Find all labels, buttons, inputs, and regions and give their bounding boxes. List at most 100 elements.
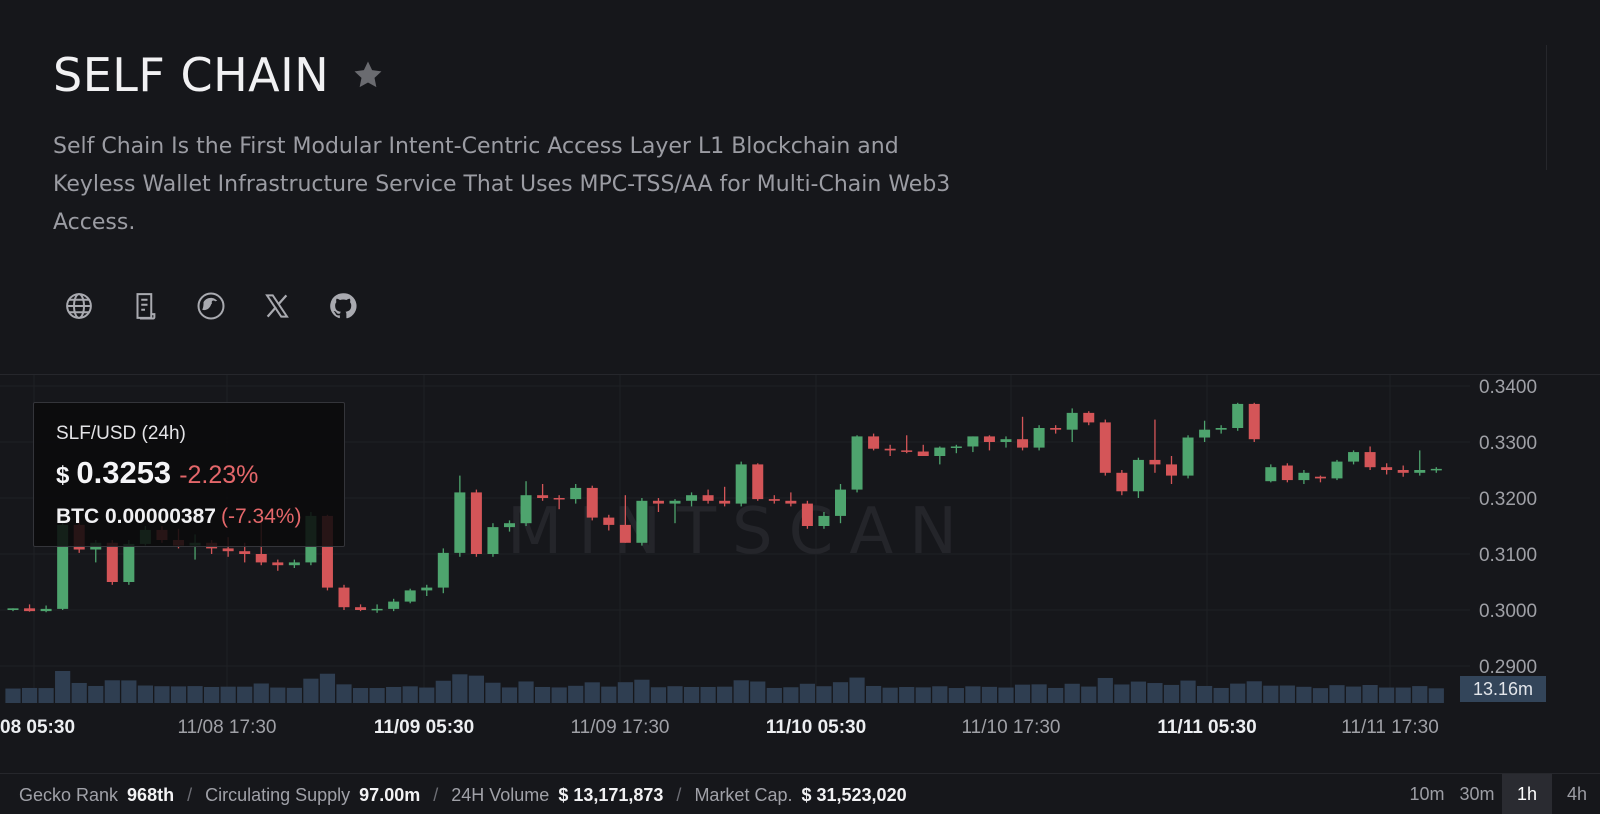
currency-symbol: $ <box>56 462 70 489</box>
volume-bar <box>435 680 451 703</box>
token-description: Self Chain Is the First Modular Intent-C… <box>53 134 951 235</box>
volume-bar <box>1213 687 1229 703</box>
volume-bar <box>717 686 733 703</box>
candle-body <box>801 503 813 526</box>
candle-body <box>106 542 118 582</box>
candle-body <box>702 495 714 501</box>
candle-body <box>1381 467 1393 470</box>
volume-24h-value: $ 13,171,873 <box>558 785 664 805</box>
volume-label: 13.16m <box>1473 679 1533 699</box>
social-links <box>63 290 393 322</box>
candle-body <box>983 436 995 442</box>
volume-bar <box>899 687 915 703</box>
section-divider <box>0 374 1600 375</box>
volume-bar <box>1014 684 1031 703</box>
interval-1h[interactable]: 1h <box>1502 774 1552 814</box>
volume-bar <box>1081 686 1097 703</box>
volume-bar <box>1362 684 1378 703</box>
volume-bar <box>832 682 849 703</box>
candle-body <box>934 447 946 456</box>
volume-bar <box>998 687 1014 703</box>
x-tick-label: 11/11 17:30 <box>1341 717 1439 738</box>
candle-body <box>917 451 929 456</box>
document-icon[interactable] <box>129 290 161 322</box>
volume-bar <box>700 686 716 703</box>
volume-bar <box>1230 683 1246 703</box>
github-icon[interactable] <box>327 290 359 322</box>
volume-bar <box>21 687 38 703</box>
volume-bar <box>204 686 220 703</box>
candle-body <box>388 601 400 609</box>
star-icon[interactable] <box>351 58 385 92</box>
btc-change: (-7.34%) <box>220 505 302 528</box>
price-row: $ 0.3253 -2.23% <box>56 455 258 491</box>
gecko-rank-value: 968th <box>127 785 175 805</box>
volume-bar <box>650 687 667 703</box>
candle-body <box>719 500 731 504</box>
x-icon[interactable] <box>261 290 293 322</box>
volume-label-bg <box>1460 676 1546 702</box>
title-row: SELF CHAIN <box>53 48 385 102</box>
candle-body <box>255 554 267 563</box>
volume-bar <box>1130 681 1146 703</box>
volume-bar <box>551 687 567 703</box>
candle-body <box>1397 470 1409 473</box>
volume-bar <box>584 682 600 703</box>
interval-4h[interactable]: 4h <box>1566 784 1588 804</box>
volume-bar <box>601 686 617 703</box>
volume-bar <box>237 686 253 703</box>
candle-body <box>123 543 135 582</box>
volume-bar <box>965 686 981 703</box>
stat-separator: / <box>676 785 682 805</box>
y-tick-label: 0.3000 <box>1479 601 1537 622</box>
candle-body <box>1232 403 1244 428</box>
volume-bar <box>1097 677 1113 703</box>
volume-bar <box>733 680 749 703</box>
candle-body <box>470 492 482 554</box>
candle-body <box>487 527 499 554</box>
candle-body <box>603 517 615 525</box>
volume-bar <box>369 688 385 703</box>
volume-bar <box>948 688 964 703</box>
volume-bar <box>270 687 286 703</box>
volume-bar <box>568 685 584 703</box>
candle-body <box>884 448 896 451</box>
volume-bar <box>501 687 518 703</box>
volume-bar <box>386 686 402 703</box>
candle-body <box>1033 428 1045 448</box>
volume-bar <box>419 687 435 703</box>
volume-bar <box>1428 688 1444 703</box>
volume-bar <box>55 671 71 703</box>
chart-watermark: MINTSCAN <box>507 495 973 569</box>
current-price: 0.3253 <box>76 455 172 490</box>
candle-body <box>288 562 300 566</box>
volume-bar <box>518 681 534 703</box>
candle-body <box>652 500 664 504</box>
volume-bar <box>303 678 319 703</box>
coingecko-icon[interactable] <box>195 290 227 322</box>
volume-bar <box>1114 684 1130 703</box>
globe-icon[interactable] <box>63 290 95 322</box>
interval-10m[interactable]: 10m <box>1409 784 1445 804</box>
candle-body <box>520 495 532 524</box>
candle-body <box>851 436 863 490</box>
volume-bar <box>882 687 898 703</box>
volume-bar <box>253 683 269 703</box>
token-header: SELF CHAIN Self Chain Is the First Modul… <box>0 0 1600 375</box>
interval-30m[interactable]: 30m <box>1459 784 1495 804</box>
volume-bar <box>849 677 865 703</box>
y-tick-label: 0.3400 <box>1479 377 1537 398</box>
x-tick-label: 11/08 17:30 <box>178 717 277 738</box>
volume-bar <box>1412 686 1428 703</box>
volume-bar <box>799 683 815 703</box>
x-tick-label: 11/10 05:30 <box>766 717 866 738</box>
stat-separator: / <box>433 785 439 805</box>
price-change: -2.23% <box>179 461 259 489</box>
volume-bar <box>535 686 551 703</box>
volume-bar <box>866 685 882 703</box>
candle-body <box>669 500 681 504</box>
candle-body <box>1348 452 1360 462</box>
candle-body <box>1215 428 1227 430</box>
volume-bar <box>38 688 54 703</box>
volume-bar <box>766 687 782 703</box>
